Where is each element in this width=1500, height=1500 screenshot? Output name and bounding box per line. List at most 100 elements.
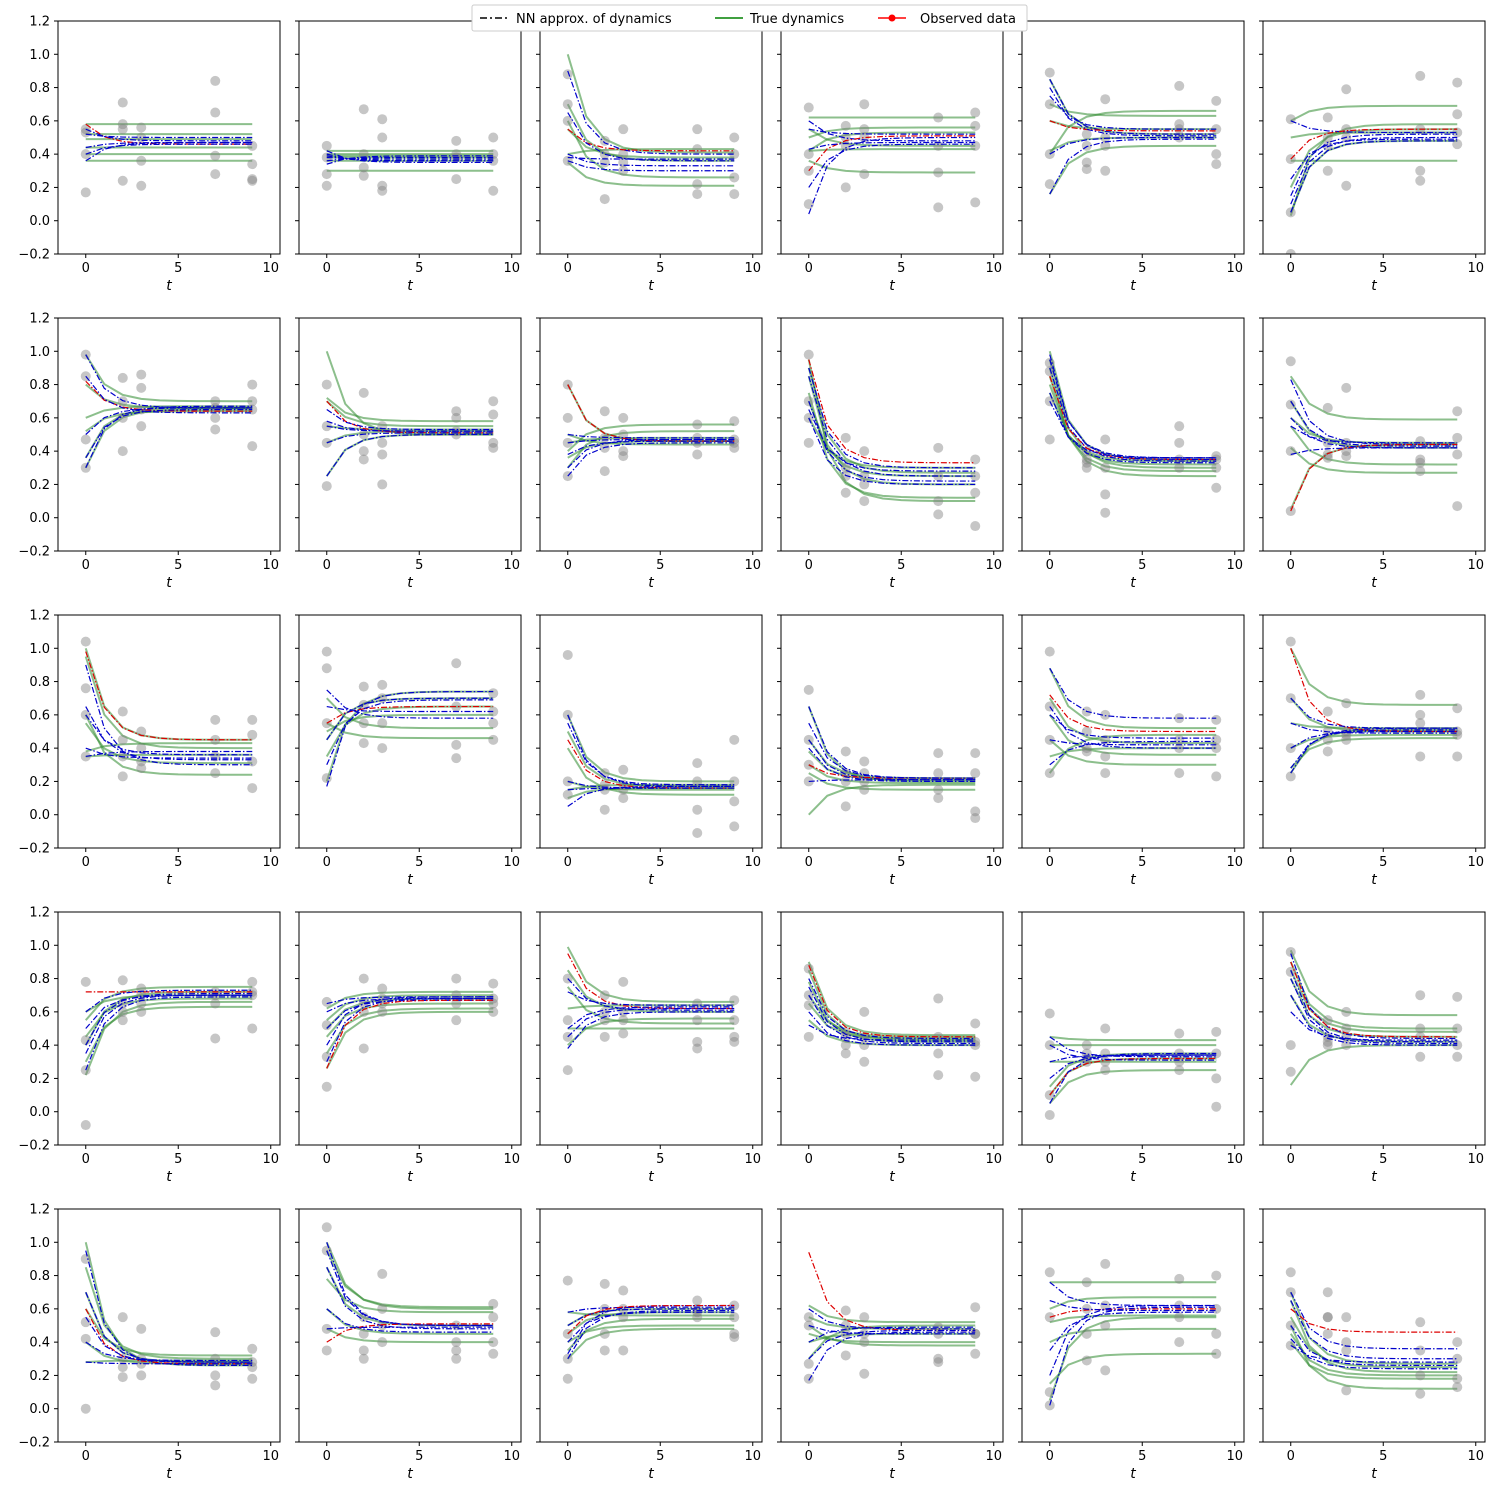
true-dynamics-line xyxy=(808,750,976,781)
nn-approx-line xyxy=(567,1011,735,1049)
observed-point xyxy=(729,1332,740,1343)
nn-approx-line xyxy=(567,70,735,155)
observed-point xyxy=(692,124,703,135)
y-tick-label: 0.6 xyxy=(29,708,50,723)
x-tick-label: 10 xyxy=(1467,1449,1484,1464)
plot-area xyxy=(803,99,981,215)
nn-approx-line-red xyxy=(1290,443,1458,512)
observed-point xyxy=(1341,1345,1352,1356)
nn-approx-line xyxy=(808,143,976,188)
observed-point xyxy=(488,396,499,407)
observed-point xyxy=(692,776,703,787)
true-dynamics-line xyxy=(325,1266,494,1327)
nn-approx-line xyxy=(808,376,976,477)
true-dynamics-line xyxy=(567,1017,735,1046)
x-axis-label: t xyxy=(1130,1169,1136,1185)
observed-point xyxy=(117,1015,128,1026)
observed-point xyxy=(1044,434,1055,445)
x-axis-label: t xyxy=(407,575,413,591)
nn-approx-line xyxy=(567,785,735,807)
y-tick-label: 0.8 xyxy=(29,1269,50,1284)
observed-point xyxy=(618,1285,629,1296)
true-dynamics-line xyxy=(1289,994,1458,1043)
observed-point xyxy=(247,1023,258,1034)
subplot-26: 0 5 10 t xyxy=(295,1208,522,1482)
true-dynamics-line xyxy=(808,772,976,791)
plot-area xyxy=(562,946,740,1076)
true-dynamics-line xyxy=(1048,384,1217,466)
y-tick-label: 1.0 xyxy=(29,345,50,360)
y-tick-label: 0.6 xyxy=(29,1005,50,1020)
observed-point xyxy=(970,1018,981,1029)
true-dynamics-line xyxy=(84,1000,253,1076)
true-dynamics-line xyxy=(808,763,976,785)
observed-point xyxy=(1174,462,1185,473)
true-dynamics-line xyxy=(566,714,735,783)
observed-point xyxy=(1174,1312,1185,1323)
x-tick-label: 10 xyxy=(985,261,1002,276)
y-tick-label: 1.0 xyxy=(29,939,50,954)
observed-point xyxy=(1322,112,1333,123)
observed-point xyxy=(840,1048,851,1059)
legend-frame xyxy=(471,4,1028,32)
nn-approx-line-red xyxy=(85,651,253,741)
true-dynamics-line xyxy=(1049,1296,1217,1310)
nn-approx-line xyxy=(1049,1054,1217,1079)
nn-approx-line xyxy=(85,664,253,766)
nn-approx-line xyxy=(1290,697,1458,729)
observed-point xyxy=(210,1370,221,1381)
observed-point xyxy=(599,157,610,168)
x-tick-label: 0 xyxy=(805,855,813,870)
y-tick-label: −0.2 xyxy=(18,248,50,263)
nn-approx-line xyxy=(85,133,253,139)
observed-point xyxy=(1415,718,1426,729)
observed-point xyxy=(1044,1267,1055,1278)
observed-point xyxy=(729,1031,740,1042)
observed-point xyxy=(1174,80,1185,91)
nn-approx-line xyxy=(1049,739,1217,746)
observed-point xyxy=(321,1020,332,1031)
true-dynamics-line xyxy=(1289,1300,1458,1374)
x-tick-label: 5 xyxy=(174,1152,182,1167)
nn-approx-line xyxy=(85,375,253,414)
plot-area xyxy=(1044,1258,1222,1411)
observed-point xyxy=(321,1081,332,1092)
observed-point xyxy=(210,150,221,161)
observed-point xyxy=(1285,356,1296,367)
x-axis-label: t xyxy=(1130,872,1136,888)
observed-point xyxy=(1100,1365,1111,1376)
observed-point xyxy=(1452,1040,1463,1051)
observed-point xyxy=(210,412,221,423)
axes-frame xyxy=(57,20,281,255)
observed-point xyxy=(1081,157,1092,168)
true-dynamics-line xyxy=(1049,1314,1217,1324)
observed-point xyxy=(1322,165,1333,176)
axes-frame xyxy=(298,911,522,1146)
observed-point xyxy=(1415,1388,1426,1399)
axes-frame xyxy=(298,614,522,849)
observed-point xyxy=(1341,698,1352,709)
observed-point xyxy=(247,1373,258,1384)
x-tick-label: 5 xyxy=(1379,261,1387,276)
observed-point xyxy=(1174,1273,1185,1284)
observed-point xyxy=(803,1000,814,1011)
observed-point xyxy=(970,1348,981,1359)
nn-approx-line xyxy=(567,1306,735,1313)
x-axis-label: t xyxy=(889,1169,895,1185)
observed-point xyxy=(377,718,388,729)
observed-point xyxy=(1044,67,1055,78)
nn-approx-line xyxy=(1290,417,1458,449)
observed-point xyxy=(1452,127,1463,138)
observed-point xyxy=(1100,1056,1111,1067)
observed-point xyxy=(80,1317,91,1328)
nn-approx-line xyxy=(808,747,976,783)
observed-point xyxy=(970,1302,981,1313)
nn-approx-line xyxy=(85,143,253,155)
observed-point xyxy=(358,170,369,181)
y-tick-label: 0.4 xyxy=(29,148,50,163)
y-tick-label: 0.4 xyxy=(29,742,50,757)
nn-approx-line xyxy=(1290,379,1458,446)
true-dynamics-line xyxy=(1048,1316,1217,1401)
nn-approx-line xyxy=(567,112,735,162)
nn-approx-line xyxy=(567,1006,735,1029)
